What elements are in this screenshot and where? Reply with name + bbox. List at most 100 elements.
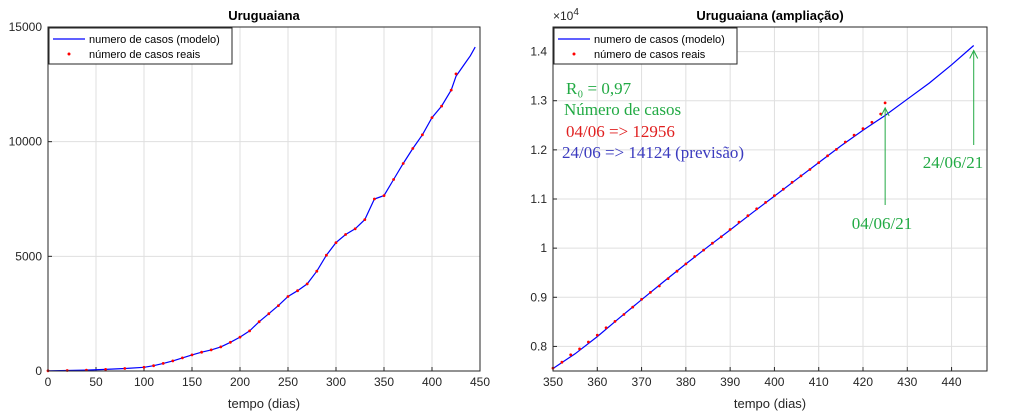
x-tick-label: 350: [374, 375, 394, 389]
data-point-real-cases: [219, 345, 223, 349]
legend-box: [553, 27, 738, 65]
plot-area: [48, 27, 480, 371]
data-point-real-cases: [684, 262, 688, 266]
data-point-real-cases: [781, 187, 785, 191]
annotation-arrow-head: [969, 49, 979, 59]
legend-label-real: número de casos reais: [89, 49, 201, 61]
data-point-real-cases: [799, 174, 803, 178]
data-point-real-cases: [835, 148, 838, 151]
annotation-text: 04/06 => 12956: [566, 122, 675, 141]
y-tick-label: 0.8: [530, 339, 547, 353]
legend-label-real: número de casos reais: [594, 49, 706, 61]
data-point-real-cases: [152, 364, 156, 368]
y-tick-label: 1.3: [530, 94, 547, 108]
data-point-real-cases: [454, 72, 458, 76]
legend-box: [48, 27, 233, 65]
data-point-real-cases: [604, 326, 608, 330]
x-tick-label: 390: [720, 375, 740, 389]
data-point-real-cases: [737, 220, 741, 224]
data-point-real-cases: [171, 359, 175, 363]
data-point-real-cases: [200, 350, 204, 354]
annotation-text: 24/06 => 14124 (previsão): [562, 143, 744, 162]
data-point-real-cases: [296, 289, 299, 293]
data-point-real-cases: [363, 218, 367, 222]
data-point-real-cases: [277, 304, 280, 307]
x-tick-label: 370: [632, 375, 652, 389]
data-point-real-cases: [657, 284, 661, 288]
data-point-real-cases: [711, 241, 714, 245]
data-point-real-cases: [123, 367, 127, 370]
y-exponent-label: ×104: [553, 7, 579, 23]
y-tick-label: 1.2: [530, 143, 547, 157]
legend-label-model: numero de casos (modelo): [594, 34, 725, 46]
data-point-real-cases: [764, 201, 767, 204]
y-exponent-value: 4: [573, 7, 579, 18]
data-point-real-cases: [161, 362, 165, 365]
x-tick-label: 400: [422, 375, 442, 389]
annotation-text: R₀ = 0,97: [566, 79, 632, 98]
data-point-real-cases: [817, 161, 821, 165]
data-point-real-cases: [449, 88, 453, 92]
x-tick-label: 50: [89, 375, 103, 389]
y-tick-label: 1.4: [530, 45, 547, 59]
data-point-real-cases: [675, 269, 679, 273]
y-tick-label: 0.9: [530, 290, 547, 304]
data-point-real-cases: [411, 147, 415, 150]
data-point-real-cases: [142, 365, 146, 369]
data-point-real-cases: [325, 253, 328, 257]
y-tick-label: 0: [35, 364, 42, 378]
data-point-real-cases: [209, 348, 213, 352]
data-point-real-cases: [693, 255, 697, 258]
data-point-real-cases: [883, 101, 887, 105]
data-point-real-cases: [870, 120, 874, 124]
x-tick-label: 0: [45, 375, 52, 389]
data-point-real-cases: [190, 353, 194, 357]
x-tick-label: 150: [182, 375, 202, 389]
data-point-real-cases: [578, 347, 581, 351]
data-point-real-cases: [440, 104, 443, 108]
data-point-real-cases: [702, 248, 705, 252]
data-point-real-cases: [344, 233, 347, 236]
data-point-real-cases: [334, 241, 338, 245]
data-point-real-cases: [305, 282, 309, 286]
data-point-real-cases: [267, 312, 271, 316]
data-point-real-cases: [826, 154, 829, 158]
data-point-real-cases: [181, 356, 184, 360]
data-point-real-cases: [587, 340, 590, 344]
x-axis-label: tempo (dias): [228, 396, 300, 411]
x-tick-label: 420: [853, 375, 873, 389]
chart-title: Uruguaiana: [228, 8, 300, 23]
data-point-real-cases: [861, 127, 865, 131]
data-point-real-cases: [353, 227, 357, 231]
x-axis-label: tempo (dias): [734, 396, 806, 411]
legend-swatch-real: [572, 52, 576, 56]
data-point-real-cases: [808, 168, 812, 171]
data-point-real-cases: [248, 329, 252, 333]
data-point-real-cases: [746, 214, 750, 218]
x-tick-label: 350: [543, 375, 563, 389]
data-point-real-cases: [238, 335, 242, 339]
data-point-real-cases: [315, 269, 319, 273]
chart-left: 0 50 100 150 200 250 300 350 400 450 0 5000 10000 150…: [9, 8, 491, 411]
y-tick-label: 10000: [9, 135, 43, 149]
data-point-real-cases: [382, 194, 386, 198]
data-point-real-cases: [852, 133, 856, 137]
x-tick-label: 430: [897, 375, 917, 389]
data-point-real-cases: [613, 320, 617, 323]
data-point-real-cases: [401, 162, 405, 165]
data-point-real-cases: [773, 194, 776, 198]
chart-title: Uruguaiana (ampliação): [696, 8, 843, 23]
x-tick-label: 100: [134, 375, 154, 389]
data-point-real-cases: [560, 360, 564, 364]
x-tick-label: 300: [326, 375, 346, 389]
data-point-real-cases: [373, 197, 376, 201]
data-point-real-cases: [666, 277, 670, 280]
x-tick-label: 440: [942, 375, 962, 389]
legend-label-model: numero de casos (modelo): [89, 34, 220, 46]
annotation-date-label: 24/06/21: [923, 153, 983, 172]
y-tick-label: 1.1: [530, 192, 547, 206]
data-point-real-cases: [257, 320, 261, 324]
data-point-real-cases: [728, 228, 732, 231]
x-tick-label: 250: [278, 375, 298, 389]
